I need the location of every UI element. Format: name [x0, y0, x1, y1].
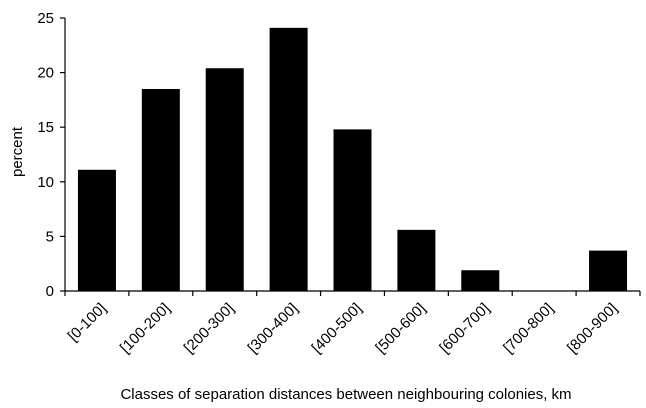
y-tick-label: 15	[37, 119, 54, 136]
bar	[269, 27, 308, 291]
x-tick-label: [300-400]	[245, 300, 302, 357]
y-tick-label: 10	[37, 174, 54, 191]
bar	[141, 88, 180, 291]
x-tick-label: [700-800]	[500, 300, 557, 357]
bar	[333, 129, 372, 291]
y-axis-title: percent	[9, 126, 26, 177]
x-axis-title: Classes of separation distances between …	[120, 386, 571, 403]
bars	[77, 27, 628, 292]
y-tick-label: 5	[46, 228, 54, 245]
x-tick-label: [200-300]	[181, 300, 238, 357]
x-tick-label: [400-500]	[308, 300, 365, 357]
y-tick-label: 20	[37, 65, 54, 82]
bar	[589, 250, 628, 291]
y-tick-label: 25	[37, 10, 54, 27]
x-tick-label: [600-700]	[436, 300, 493, 357]
bar	[77, 169, 116, 291]
bar	[461, 270, 500, 291]
x-tick-label: [800-900]	[564, 300, 621, 357]
x-tick-label: [0-100]	[65, 300, 110, 345]
bar	[397, 229, 436, 291]
x-tick-label: [100-200]	[117, 300, 174, 357]
y-tick-label: 0	[46, 283, 54, 300]
x-tick-label: [500-600]	[372, 300, 429, 357]
bar	[205, 68, 244, 292]
labels: 0 5 10 15 20 25 [0-100] [100-200] [200-300] [300-…	[37, 10, 621, 357]
